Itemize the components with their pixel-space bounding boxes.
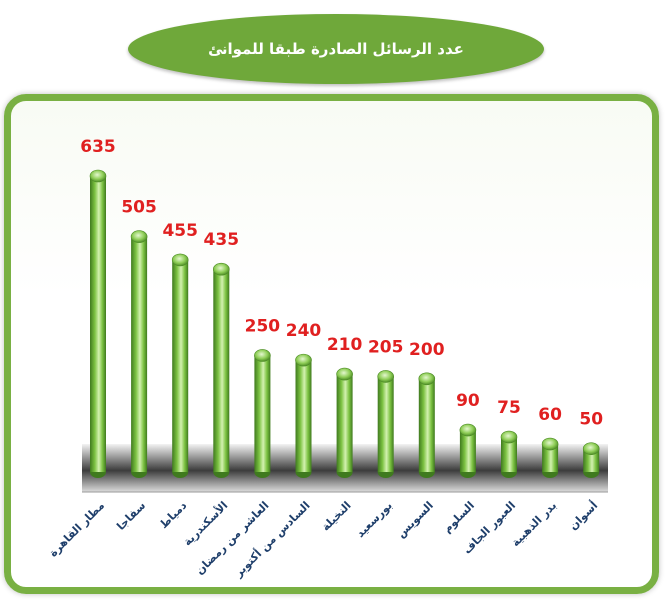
data-label: 505 xyxy=(121,198,157,218)
bar-cap xyxy=(89,169,107,183)
bar-body xyxy=(131,236,148,472)
bar-body xyxy=(459,430,476,472)
chart-title-banner: عدد الرسائل الصادرة طبقا للموانئ xyxy=(128,14,544,84)
data-label: 210 xyxy=(327,335,363,355)
category-tick-label: مطار القاهرة xyxy=(46,499,107,560)
bar-body xyxy=(295,360,312,472)
data-label: 240 xyxy=(286,321,322,341)
bar-cap xyxy=(541,437,559,451)
chart-panel xyxy=(4,94,659,594)
data-label: 205 xyxy=(368,337,404,357)
bar-cap xyxy=(254,349,271,362)
bar xyxy=(89,169,107,478)
bar-body xyxy=(254,355,271,472)
bar xyxy=(582,442,600,478)
data-label: 200 xyxy=(409,340,445,360)
bar-body xyxy=(172,259,189,472)
category-tick-label: دمياط xyxy=(157,499,189,531)
bar xyxy=(213,262,230,478)
bar xyxy=(418,372,436,478)
bar-cap xyxy=(171,253,189,267)
bar-cap xyxy=(418,372,436,386)
data-label: 50 xyxy=(579,410,603,430)
category-tick-label: النخيلة xyxy=(319,499,354,534)
category-tick-label: السلوم xyxy=(441,499,477,535)
bar-body xyxy=(542,444,559,472)
bar-cap xyxy=(336,367,353,381)
data-label: 635 xyxy=(80,137,116,157)
data-label: 250 xyxy=(245,316,281,336)
category-tick-label: السويس xyxy=(394,499,435,540)
bar-body xyxy=(336,374,353,472)
chart-title: عدد الرسائل الصادرة طبقا للموانئ xyxy=(208,40,464,58)
bar xyxy=(295,353,312,478)
bar-cap xyxy=(377,370,395,383)
bar-body xyxy=(418,378,435,472)
bar-body xyxy=(377,376,394,472)
category-tick-label: السادس من أكتوبر xyxy=(231,498,313,580)
bar xyxy=(500,430,518,478)
data-label: 435 xyxy=(204,230,240,250)
bar xyxy=(254,349,271,478)
bar xyxy=(336,367,353,478)
bar-body xyxy=(90,176,106,472)
bar-cap xyxy=(295,353,312,367)
data-label: 60 xyxy=(538,405,562,425)
bar xyxy=(541,437,559,478)
data-label: 90 xyxy=(456,391,480,411)
bar-cap xyxy=(582,442,600,455)
data-label: 455 xyxy=(162,221,198,241)
bar-cap xyxy=(130,230,148,243)
category-tick-label: أسوان xyxy=(566,498,600,532)
data-label: 75 xyxy=(497,398,521,418)
bar xyxy=(130,230,148,478)
category-tick-label: بورسعيد xyxy=(354,499,395,540)
bar-body xyxy=(501,437,517,472)
bar-cap xyxy=(459,423,477,437)
bar xyxy=(459,423,477,478)
category-tick-label: العاشر من رمضان xyxy=(193,499,271,577)
bar-body xyxy=(213,269,230,472)
bar-body xyxy=(583,448,600,472)
bar-cap xyxy=(213,262,230,276)
bar xyxy=(377,370,395,478)
category-tick-label: سفاجا xyxy=(114,499,148,533)
bar xyxy=(171,253,189,478)
bar-cap xyxy=(500,430,518,444)
